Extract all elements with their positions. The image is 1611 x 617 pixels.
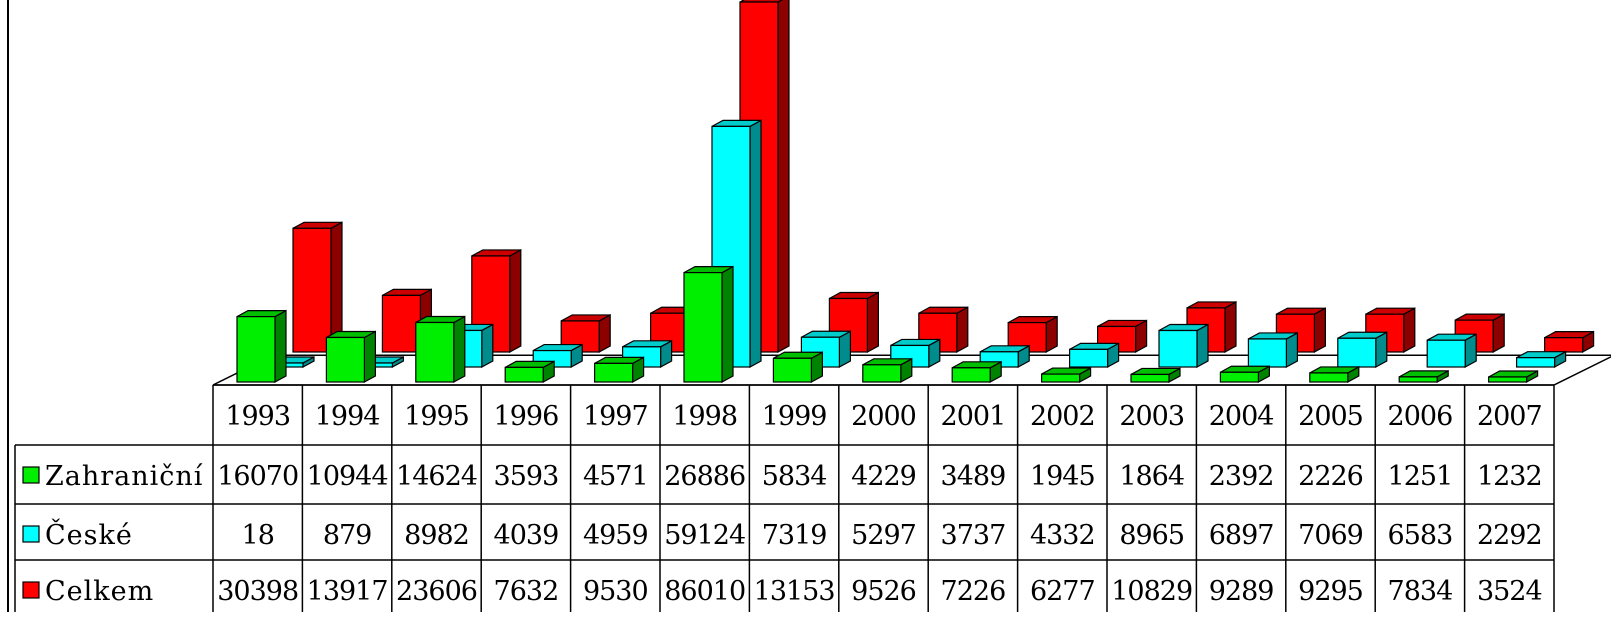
year-label-1994: 1994 bbox=[315, 401, 380, 432]
value-Zahraniční-1994: 10944 bbox=[307, 461, 388, 492]
value-Zahraniční-2003: 1864 bbox=[1119, 461, 1184, 492]
value-České-1995: 8982 bbox=[404, 520, 469, 551]
legend-swatch-Zahraniční bbox=[22, 466, 40, 484]
year-label-2005: 2005 bbox=[1298, 401, 1363, 432]
value-České-2003: 8965 bbox=[1119, 520, 1184, 551]
bar-České-2001 bbox=[979, 344, 1030, 369]
value-Celkem-1995: 23606 bbox=[396, 576, 477, 607]
year-label-1998: 1998 bbox=[672, 401, 737, 432]
bar-Celkem-2005 bbox=[1365, 307, 1416, 354]
value-České-1993: 18 bbox=[242, 520, 274, 551]
bar-Zahraniční-2002 bbox=[1040, 367, 1092, 384]
bar-Celkem-1999 bbox=[828, 291, 880, 354]
value-Celkem-2007: 3524 bbox=[1477, 576, 1542, 607]
value-Celkem-2003: 10829 bbox=[1111, 576, 1192, 607]
bar-Zahraniční-2005 bbox=[1309, 365, 1360, 384]
bar-České-2007 bbox=[1515, 350, 1567, 369]
value-Celkem-1993: 30398 bbox=[217, 576, 298, 607]
data-table: 1993 1994 1995 1996 1997 1998 1999 2000 2001 2002… bbox=[14, 384, 1555, 612]
bar-Zahraniční-2006 bbox=[1398, 369, 1449, 384]
value-Zahraniční-2002: 1945 bbox=[1030, 461, 1095, 492]
bar-České-2006 bbox=[1426, 333, 1477, 369]
bar-Celkem-2007 bbox=[1543, 330, 1595, 354]
legend-label-Zahraniční: Zahraniční bbox=[45, 461, 203, 492]
year-label-1993: 1993 bbox=[225, 401, 290, 432]
value-Zahraniční-2007: 1232 bbox=[1477, 461, 1542, 492]
value-České-2007: 2292 bbox=[1477, 520, 1542, 551]
value-Celkem-1999: 13153 bbox=[754, 576, 835, 607]
year-label-2000: 2000 bbox=[851, 401, 916, 432]
value-Zahraniční-1997: 4571 bbox=[583, 461, 648, 492]
value-České-1994: 879 bbox=[323, 520, 372, 551]
value-České-2005: 7069 bbox=[1298, 520, 1363, 551]
year-label-2006: 2006 bbox=[1388, 401, 1453, 432]
year-label-2001: 2001 bbox=[941, 401, 1006, 432]
bar-České-2002 bbox=[1068, 342, 1120, 369]
value-Celkem-1996: 7632 bbox=[494, 576, 559, 607]
value-Zahraniční-2004: 2392 bbox=[1209, 461, 1274, 492]
value-Celkem-2006: 7834 bbox=[1388, 576, 1453, 607]
value-Celkem-2001: 7226 bbox=[941, 576, 1006, 607]
value-Celkem-2005: 9295 bbox=[1298, 576, 1363, 607]
bar-České-2003 bbox=[1158, 323, 1209, 369]
value-České-1999: 7319 bbox=[762, 520, 827, 551]
value-České-2001: 3737 bbox=[941, 520, 1006, 551]
year-label-1995: 1995 bbox=[404, 401, 469, 432]
bar-Zahraniční-1994 bbox=[325, 330, 376, 384]
bar-Zahraniční-2004 bbox=[1219, 365, 1271, 384]
bar-České-2004 bbox=[1247, 331, 1299, 369]
bar-Zahraniční-2007 bbox=[1487, 369, 1539, 384]
bar-Zahraniční-1993 bbox=[236, 309, 287, 384]
year-label-2003: 2003 bbox=[1119, 401, 1184, 432]
bar-Zahraniční-1996 bbox=[504, 360, 555, 384]
bar-Zahraniční-2000 bbox=[862, 357, 913, 384]
year-label-2004: 2004 bbox=[1209, 401, 1274, 432]
value-České-1997: 4959 bbox=[583, 520, 648, 551]
bar-České-1996 bbox=[532, 343, 583, 369]
legend-label-České: České bbox=[45, 517, 133, 551]
value-Celkem-1998: 86010 bbox=[664, 576, 745, 607]
bar-Zahraniční-2003 bbox=[1130, 367, 1181, 384]
bar-Zahraniční-2001 bbox=[951, 360, 1002, 384]
value-Zahraniční-2005: 2226 bbox=[1298, 461, 1363, 492]
value-České-2004: 6897 bbox=[1209, 520, 1274, 551]
value-Zahraniční-2006: 1251 bbox=[1388, 461, 1453, 492]
year-label-2002: 2002 bbox=[1030, 401, 1095, 432]
value-Celkem-2004: 9289 bbox=[1209, 576, 1274, 607]
bar-Zahraniční-1999 bbox=[772, 351, 824, 384]
value-Celkem-1997: 9530 bbox=[583, 576, 648, 607]
value-České-2006: 6583 bbox=[1388, 520, 1453, 551]
value-Celkem-2000: 9526 bbox=[851, 576, 916, 607]
legend-label-Celkem: Celkem bbox=[45, 576, 154, 607]
value-Celkem-2002: 6277 bbox=[1030, 576, 1095, 607]
value-Zahraniční-1995: 14624 bbox=[396, 461, 477, 492]
value-Celkem-1994: 13917 bbox=[307, 576, 388, 607]
bar-České-2005 bbox=[1337, 331, 1388, 369]
legend-swatch-České bbox=[22, 525, 40, 543]
value-České-2000: 5297 bbox=[851, 520, 916, 551]
legend-swatch-Celkem bbox=[22, 581, 40, 599]
year-label-2007: 2007 bbox=[1477, 401, 1542, 432]
value-Zahraniční-2000: 4229 bbox=[851, 461, 916, 492]
bar-Zahraniční-1995 bbox=[415, 315, 466, 384]
year-label-1999: 1999 bbox=[762, 401, 827, 432]
value-České-1996: 4039 bbox=[494, 520, 559, 551]
bar-Celkem-1993 bbox=[292, 221, 343, 354]
value-Zahraniční-1996: 3593 bbox=[494, 461, 559, 492]
value-Zahraniční-2001: 3489 bbox=[941, 461, 1006, 492]
value-České-1998: 59124 bbox=[664, 520, 745, 551]
value-České-2002: 4332 bbox=[1030, 520, 1095, 551]
year-label-1996: 1996 bbox=[494, 401, 559, 432]
value-Zahraniční-1999: 5834 bbox=[762, 461, 827, 492]
value-Zahraniční-1993: 16070 bbox=[217, 461, 298, 492]
value-Zahraniční-1998: 26886 bbox=[664, 461, 745, 492]
bar-Zahraniční-1997 bbox=[593, 356, 645, 384]
bar-Zahraniční-1998 bbox=[683, 265, 734, 384]
year-label-1997: 1997 bbox=[583, 401, 648, 432]
